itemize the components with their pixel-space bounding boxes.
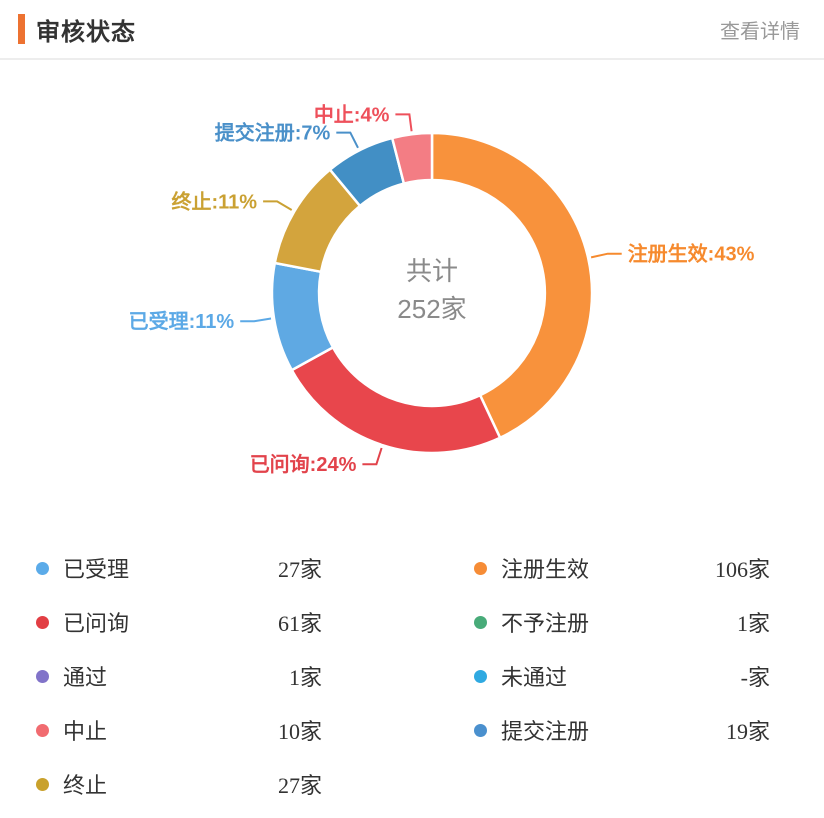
pie-leader-line-4 [336,131,359,149]
pie-callout-label-4: 提交注册:7% [215,121,331,145]
legend-dot [36,723,49,737]
pie-callout-label-2: 已受理:11% [129,309,235,333]
panel-title-wrap: 审核状态 [18,12,136,47]
legend-dot [36,615,49,629]
panel-header: 审核状态 查看详情 [0,0,824,60]
pie-callout-label-3: 终止:11% [172,189,258,213]
donut-chart: 注册生效:43% 已问询:24% 已受理:11% 终止:11% 提交注册:7% 中止:4%… [0,60,824,541]
legend-value: 1家 [736,611,770,636]
pie-callout-label-5: 中止:4% [314,102,390,126]
legend-dot [36,561,49,575]
legend-label: 通过 [63,665,108,690]
pie-leader-line-1 [362,447,383,466]
legend-label: 注册生效 [501,557,590,582]
legend-label: 终止 [63,773,108,798]
view-details-link[interactable]: 查看详情 [720,20,800,43]
pie-leader-line-2 [240,317,272,323]
legend-value: -家 [740,665,770,690]
legend-dot [474,561,487,575]
legend-value: 106家 [714,557,770,582]
legend-value: 27家 [277,557,322,582]
center-label-line2: 252家 [397,294,466,324]
legend-item[interactable]: 提交注册 19家 [474,703,770,757]
legend-label: 已受理 [63,557,130,582]
legend-dot [474,723,487,737]
pie-segment-1[interactable] [290,345,502,455]
legend-label: 已问询 [63,611,130,636]
legend-item[interactable]: 通过 1家 [36,649,322,703]
pie-segment-5[interactable] [390,131,434,186]
pie-callout-label-1: 已问询:24% [250,452,357,476]
legend-item[interactable]: 注册生效 106家 [474,541,770,595]
panel-title: 审核状态 [36,18,136,46]
legend-dot [36,777,49,791]
legend-value: 19家 [725,719,770,744]
legend-column-1: 注册生效 106家不予注册 1家未通过 -家提交注册 19家 [474,541,770,811]
legend-label: 未通过 [501,665,568,690]
legend-item[interactable]: 已问询 61家 [36,595,322,649]
legend-dot [474,669,487,683]
legend-value: 1家 [288,665,322,690]
legend-item[interactable]: 未通过 -家 [474,649,770,703]
legend-item[interactable]: 终止 27家 [36,757,322,811]
legend-value: 27家 [277,773,322,798]
legend-value: 10家 [277,719,322,744]
legend-label: 中止 [63,719,108,744]
legend-label: 不予注册 [501,611,590,636]
legend-item[interactable]: 已受理 27家 [36,541,322,595]
legend-value: 61家 [277,611,322,636]
legend-item[interactable]: 中止 10家 [36,703,322,757]
pie-segment-0[interactable] [430,131,594,440]
title-accent-bar [18,14,25,44]
legend-dot [36,669,49,683]
legend-label: 提交注册 [501,719,590,744]
pie-callout-label-0: 注册生效:43% [628,242,755,266]
chart-legend: 已受理 27家 已问询 61家 通过 1家 中止 10家 终止 27家 注册生效 106家 不予注册 1家… [0,541,824,811]
legend-column-0: 已受理 27家 已问询 61家 通过 1家 中止 10家 终止 27家 [36,541,322,811]
donut-chart-svg: 注册生效:43% 已问询:24% 已受理:11% 终止:11% 提交注册:7%中止:4%… [129,102,755,476]
center-label-line1: 共计 [406,256,458,286]
pie-leader-line-5 [395,113,413,132]
legend-item[interactable]: 不予注册 1家 [474,595,770,649]
pie-leader-line-3 [263,200,293,211]
legend-dot [474,615,487,629]
pie-leader-line-0 [590,252,622,259]
